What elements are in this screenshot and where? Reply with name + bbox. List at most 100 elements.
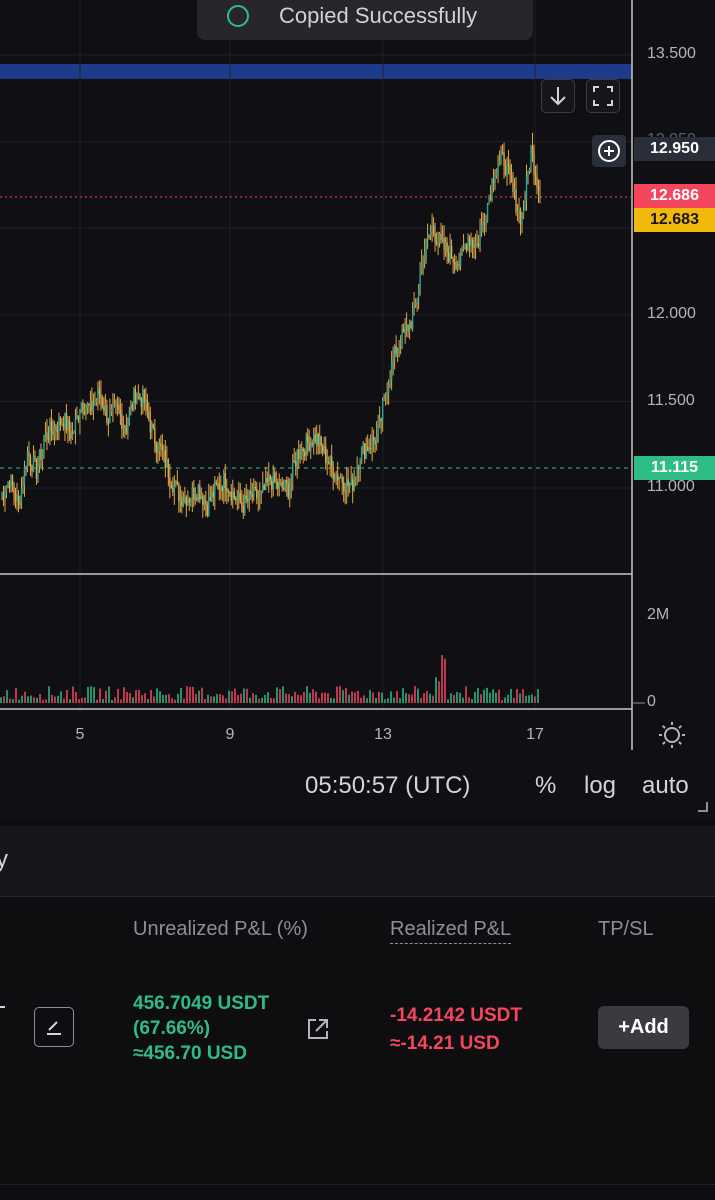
candle-body xyxy=(20,488,23,506)
price-tick-partial: 12.950 xyxy=(647,131,696,138)
candle-body xyxy=(330,456,333,467)
utc-clock[interactable]: 05:50:57 (UTC) xyxy=(305,772,471,799)
candle-body xyxy=(104,405,107,412)
candle-body xyxy=(322,445,324,453)
candle-body xyxy=(38,449,41,467)
volume-bar xyxy=(444,658,446,703)
mark-price-label: 12.686 xyxy=(634,184,715,208)
volume-bar xyxy=(159,691,161,703)
candle-body xyxy=(501,152,504,154)
candle-body xyxy=(338,478,340,481)
volume-bar xyxy=(147,699,149,703)
candle-body xyxy=(333,479,336,481)
candle-body xyxy=(125,427,128,434)
add-alert-icon[interactable] xyxy=(592,135,626,167)
volume-bar xyxy=(105,690,107,703)
volume-bar xyxy=(243,688,245,703)
add-tpsl-button[interactable]: +Add xyxy=(598,1006,689,1049)
candle-body xyxy=(302,448,304,452)
edit-icon xyxy=(47,1021,61,1035)
date-tick-9: 9 xyxy=(225,726,235,743)
candle-body xyxy=(362,443,364,448)
chart-area[interactable]: Copied Successfully 13.500 12.950 12.000… xyxy=(0,0,715,820)
candle-body xyxy=(116,404,119,406)
candle-body xyxy=(205,500,207,505)
candle-body xyxy=(314,434,316,442)
candle-body xyxy=(350,479,352,486)
volume-bar xyxy=(258,698,260,703)
candle-body xyxy=(419,273,421,288)
volume-bar xyxy=(477,687,479,703)
price-chart[interactable] xyxy=(0,0,715,820)
volume-bar xyxy=(441,655,443,703)
candle-body xyxy=(510,174,513,183)
candle-body xyxy=(284,480,286,490)
candle-body xyxy=(202,495,204,505)
candle-body xyxy=(414,302,417,306)
volume-bar xyxy=(96,699,98,703)
candle-body xyxy=(169,477,171,485)
candle-body xyxy=(386,392,388,395)
candle-body xyxy=(67,419,69,430)
candle-body xyxy=(119,410,122,415)
candle-body xyxy=(320,436,322,446)
chart-settings-button[interactable] xyxy=(657,720,687,750)
candle-body xyxy=(531,146,534,154)
candle-body xyxy=(211,491,213,501)
candle-body xyxy=(176,481,179,484)
percent-scale-button[interactable]: % xyxy=(535,772,557,799)
volume-bar xyxy=(237,695,239,703)
volume-bar xyxy=(99,688,101,703)
candle-body xyxy=(58,417,60,432)
candle-body xyxy=(109,411,111,424)
external-link-icon xyxy=(308,1019,328,1039)
share-pnl-button[interactable] xyxy=(305,1016,331,1042)
col-realized-pnl[interactable]: Realized P&L xyxy=(390,918,512,944)
volume-bar xyxy=(261,697,263,703)
candle-body xyxy=(456,264,459,270)
candle-body xyxy=(73,432,75,434)
volume-bar xyxy=(138,689,140,703)
candle-body xyxy=(341,477,343,483)
candle-body xyxy=(500,152,502,160)
candle-body xyxy=(17,495,20,503)
candle-body xyxy=(221,486,223,492)
candle-body xyxy=(175,481,177,485)
auto-scale-button[interactable]: auto xyxy=(642,772,689,799)
candle-body xyxy=(356,467,358,477)
volume-bar xyxy=(60,691,62,703)
volume-bar xyxy=(300,695,302,703)
candle-body xyxy=(423,252,426,262)
candle-body xyxy=(275,481,277,483)
volume-bar xyxy=(204,699,206,703)
candle-body xyxy=(166,459,168,468)
candle-body xyxy=(396,349,399,355)
candle-body xyxy=(431,225,433,232)
scroll-to-latest-button[interactable] xyxy=(541,79,575,113)
candle-body xyxy=(513,189,516,193)
candle-body xyxy=(56,429,59,432)
volume-bar xyxy=(357,690,359,703)
fullscreen-button[interactable] xyxy=(586,79,620,113)
volume-bar xyxy=(471,699,473,703)
candle-body xyxy=(80,402,83,413)
candle-body xyxy=(411,313,414,329)
volume-bar xyxy=(195,694,197,703)
candle-body xyxy=(283,487,285,490)
candle-body xyxy=(1,492,3,497)
volume-bar xyxy=(399,698,401,703)
candle-body xyxy=(305,435,307,457)
log-scale-button[interactable]: log xyxy=(584,772,617,799)
candle-body xyxy=(530,146,532,170)
candle-body xyxy=(86,403,89,408)
candle-body xyxy=(518,208,520,211)
sun-settings-icon xyxy=(659,722,685,748)
volume-bar xyxy=(288,694,290,703)
volume-bar xyxy=(519,693,521,703)
candle-body xyxy=(236,498,238,501)
candle-body xyxy=(354,476,357,479)
edit-position-button[interactable] xyxy=(34,1007,74,1047)
volume-bar xyxy=(366,698,368,703)
candle-body xyxy=(13,486,15,495)
arrow-down-icon xyxy=(550,87,566,106)
